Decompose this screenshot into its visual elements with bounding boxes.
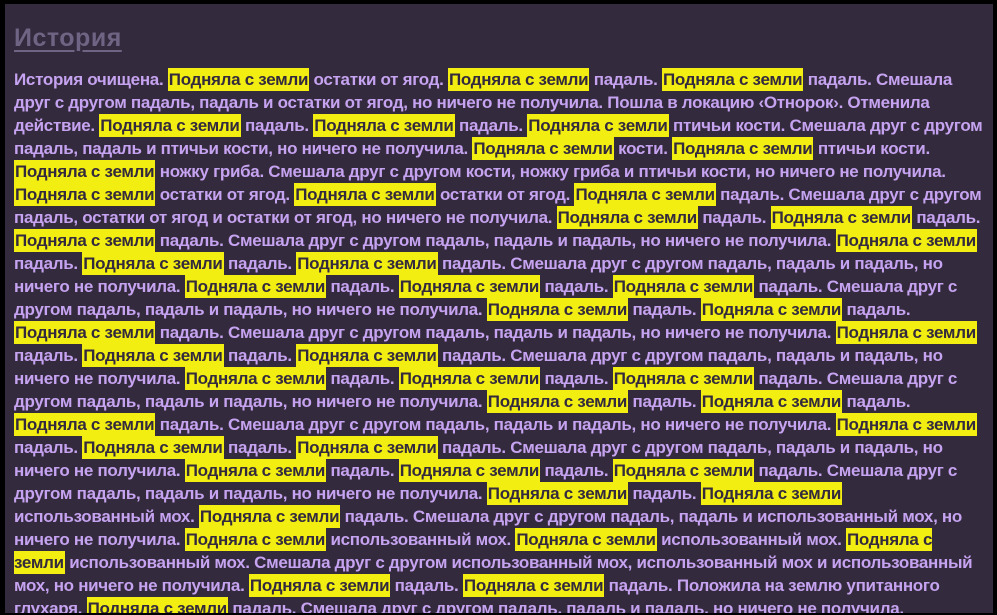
highlighted-phrase: Подняла с земли xyxy=(294,183,436,206)
log-text: падаль. xyxy=(454,116,528,135)
log-text: падаль. Смешала друг с другом падаль, па… xyxy=(155,323,836,342)
highlighted-phrase: Подняла с земли xyxy=(700,482,843,505)
history-log: История очищена. Подняла с земли остатки… xyxy=(14,68,983,615)
highlighted-phrase: Подняла с земли xyxy=(14,183,156,206)
highlighted-phrase: Подняла с земли xyxy=(313,114,455,137)
log-text: падаль. xyxy=(240,116,314,135)
log-text: ножку гриба. Смешала друг с другом кости… xyxy=(155,162,946,181)
highlighted-phrase: Подняла с земли xyxy=(835,413,977,436)
highlighted-phrase: Подняла с земли xyxy=(398,459,541,482)
log-text: использованный мох. Смешала друг с друго… xyxy=(14,553,973,595)
log-text: падаль. xyxy=(390,576,463,595)
highlighted-phrase: Подняла с земли xyxy=(296,252,438,275)
log-text: падаль. xyxy=(326,369,399,388)
log-text: птичьи кости. xyxy=(813,139,930,158)
highlighted-phrase: Подняла с земли xyxy=(184,275,327,298)
highlighted-phrase: Подняла с земли xyxy=(835,229,977,252)
log-text: падаль. xyxy=(628,300,701,319)
highlighted-phrase: Подняла с земли xyxy=(167,68,310,91)
log-text: падаль. xyxy=(540,461,613,480)
highlighted-phrase: Подняла с земли xyxy=(82,252,224,275)
highlighted-phrase: Подняла с земли xyxy=(770,206,912,229)
log-text: падаль. xyxy=(326,277,399,296)
highlighted-phrase: Подняла с земли xyxy=(835,321,977,344)
highlighted-phrase: Подняла с земли xyxy=(672,137,814,160)
log-text: падаль. Смешала друг с другом падаль, па… xyxy=(14,369,958,411)
highlighted-phrase: Подняла с земли xyxy=(472,137,614,160)
highlighted-phrase: Подняла с земли xyxy=(14,321,156,344)
highlighted-phrase: Подняла с земли xyxy=(515,528,657,551)
highlighted-phrase: Подняла с земли xyxy=(486,390,629,413)
log-text: падаль. xyxy=(842,300,911,319)
highlighted-phrase: Подняла с земли xyxy=(184,459,327,482)
highlighted-phrase: Подняла с земли xyxy=(700,390,843,413)
log-text: падаль. xyxy=(911,208,981,227)
highlighted-phrase: Подняла с земли xyxy=(700,298,843,321)
highlighted-phrase: Подняла с земли xyxy=(527,114,669,137)
log-text: падаль. xyxy=(14,346,83,365)
highlighted-phrase: Подняла с земли xyxy=(248,574,391,597)
highlighted-phrase: Подняла с земли xyxy=(198,505,341,528)
log-text: падаль. Смешала друг с другом падаль, па… xyxy=(155,415,836,434)
highlighted-phrase: Подняла с земли xyxy=(662,68,804,91)
highlighted-phrase: Подняла с земли xyxy=(556,206,698,229)
log-text: использованный мох. xyxy=(656,530,847,549)
highlighted-phrase: Подняла с земли xyxy=(14,229,156,252)
log-text: падаль. Смешала друг с другом падаль, па… xyxy=(14,254,943,296)
log-text: падаль. xyxy=(223,254,297,273)
log-text: История очищена. xyxy=(14,70,168,89)
highlighted-phrase: Подняла с земли xyxy=(398,367,541,390)
highlighted-phrase: Подняла с земли xyxy=(82,344,224,367)
highlighted-phrase: Подняла с земли xyxy=(184,367,327,390)
log-text: падаль. xyxy=(540,369,613,388)
log-text: падаль. Смешала друг с другом падаль, па… xyxy=(14,277,958,319)
log-text: падаль. xyxy=(14,438,83,457)
log-text: падаль. Смешала друг с другом падаль, па… xyxy=(14,507,962,549)
highlighted-phrase: Подняла с земли xyxy=(184,528,327,551)
log-text: падаль. xyxy=(628,392,701,411)
highlighted-phrase: Подняла с земли xyxy=(99,114,241,137)
log-text: падаль. Смешала друг с другом падаль, па… xyxy=(155,231,836,250)
highlighted-phrase: Подняла с земли xyxy=(448,68,590,91)
highlighted-phrase: Подняла с земли xyxy=(14,160,156,183)
log-text: падаль. xyxy=(697,208,771,227)
log-text: падаль. Смешала друг с другом падаль, па… xyxy=(14,461,958,503)
log-text: падаль. xyxy=(540,277,613,296)
highlighted-phrase: Подняла с земли xyxy=(398,275,541,298)
log-text: падаль. xyxy=(326,461,399,480)
log-text: использованный мох. xyxy=(14,507,199,526)
log-text: падаль. xyxy=(589,70,663,89)
log-text: падаль. Смешала друг с другом падаль, па… xyxy=(14,346,943,388)
highlighted-phrase: Подняла с земли xyxy=(486,298,629,321)
highlighted-phrase: Подняла с земли xyxy=(82,436,224,459)
log-text: падаль. Смешала друг с другом падаль, па… xyxy=(227,599,904,615)
highlighted-phrase: Подняла с земли xyxy=(14,413,156,436)
log-text: падаль. xyxy=(223,438,297,457)
history-title-link[interactable]: История xyxy=(14,24,122,52)
log-text: падаль. xyxy=(842,392,911,411)
log-text: использованный мох. xyxy=(326,530,516,549)
log-text: остатки от ягод. xyxy=(155,185,295,204)
highlighted-phrase: Подняла с земли xyxy=(612,275,755,298)
highlighted-phrase: Подняла с земли xyxy=(486,482,629,505)
log-text: падаль. Смешала друг с другом падаль, ос… xyxy=(14,185,982,227)
highlighted-phrase: Подняла с земли xyxy=(296,344,438,367)
log-text: остатки от ягод. xyxy=(435,185,575,204)
log-text: падаль. Положила на землю упитанного глу… xyxy=(14,576,940,615)
log-text: падаль. Смешала друг с другом падаль, па… xyxy=(14,438,943,480)
log-text: падаль. xyxy=(223,346,297,365)
highlighted-phrase: Подняла с земли xyxy=(86,597,228,613)
log-text: остатки от ягод. xyxy=(309,70,449,89)
log-text: падаль. xyxy=(14,254,83,273)
log-text: птичьи кости. Смешала друг с другом пада… xyxy=(14,116,983,158)
highlighted-phrase: Подняла с земли xyxy=(612,459,755,482)
log-text: падаль. xyxy=(628,484,701,503)
log-text: падаль. Смешала друг с другом падаль, па… xyxy=(14,70,953,135)
highlighted-phrase: Подняла с земли xyxy=(296,436,438,459)
highlighted-phrase: Подняла с земли xyxy=(612,367,755,390)
highlighted-phrase: Подняла с земли xyxy=(574,183,716,206)
highlighted-phrase: Подняла с земли xyxy=(462,574,605,597)
log-text: кости. xyxy=(613,139,673,158)
